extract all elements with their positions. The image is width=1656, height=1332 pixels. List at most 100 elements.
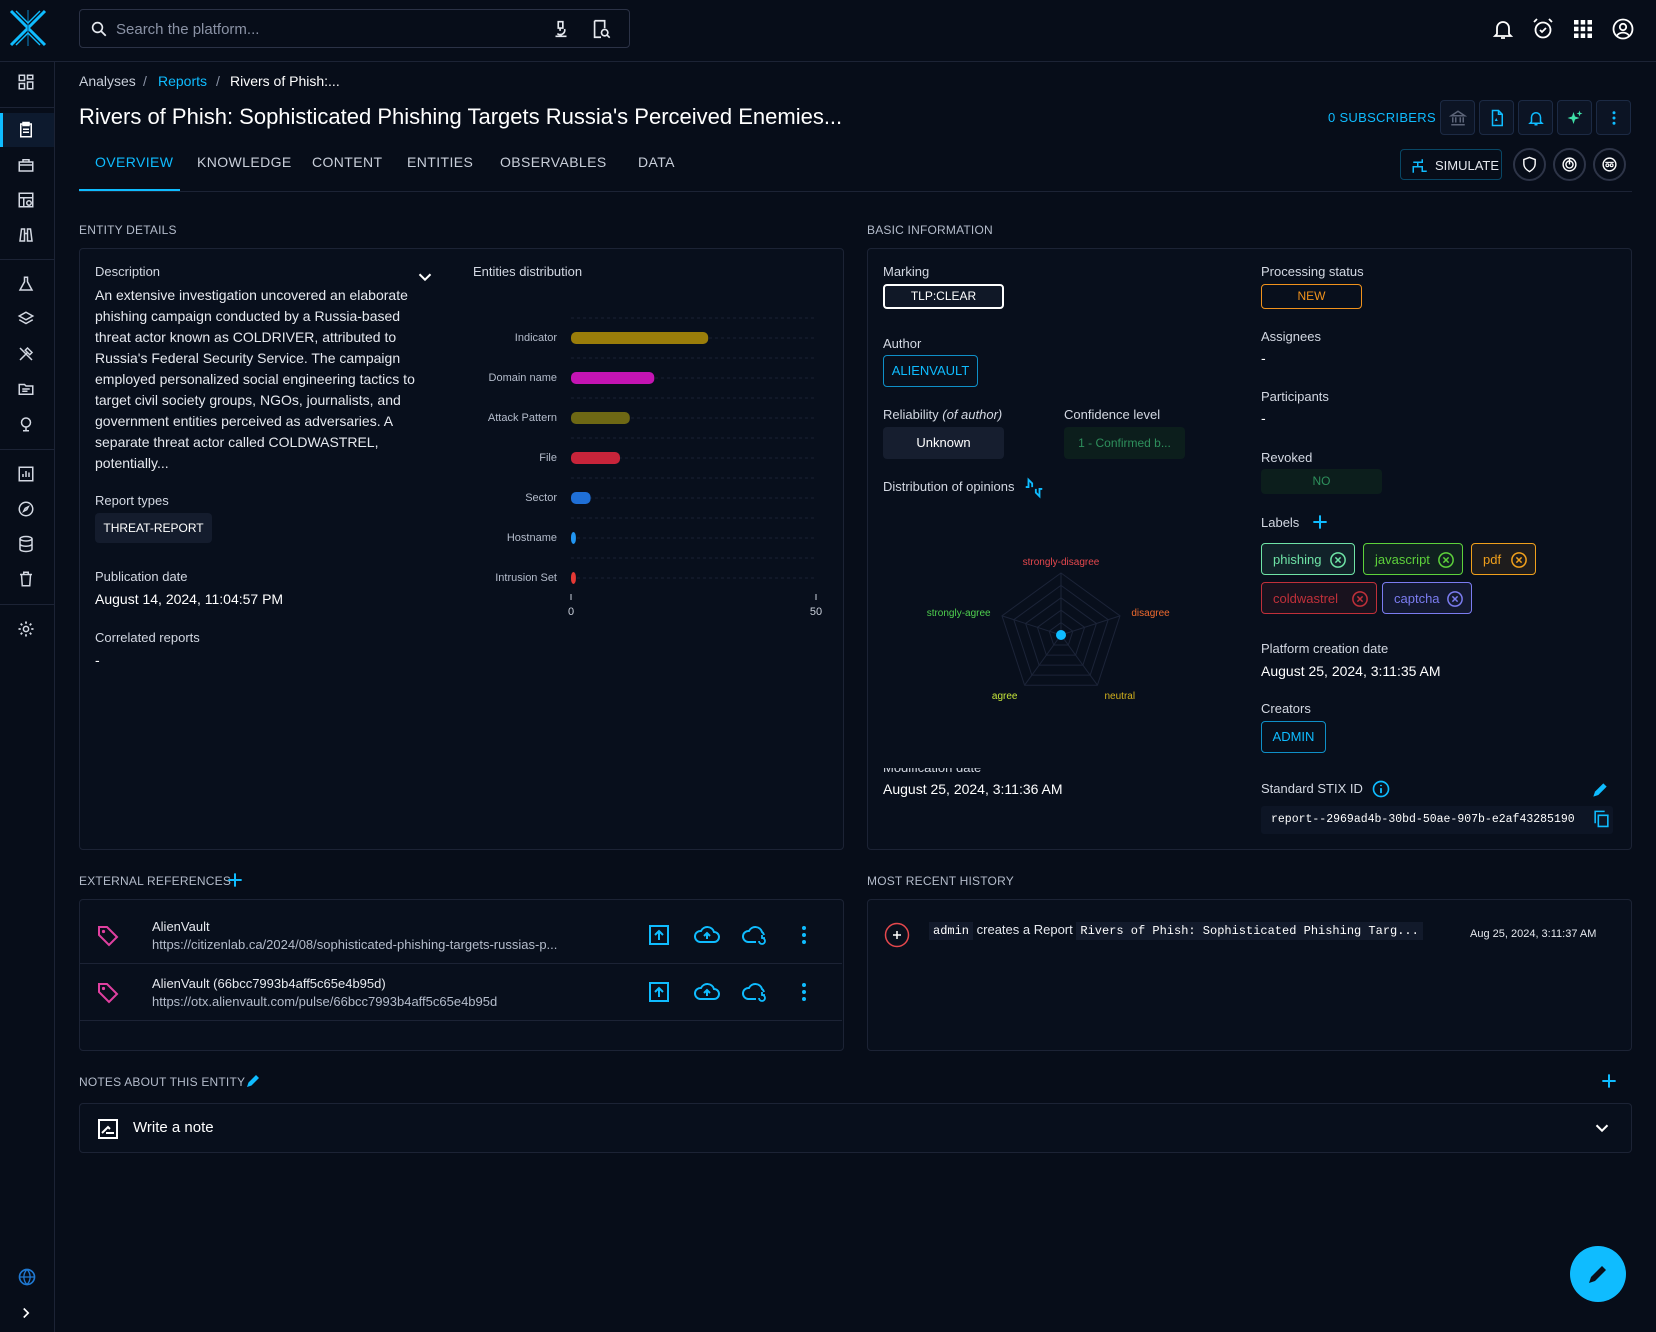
bar-intrusion-set[interactable] — [571, 572, 576, 584]
ai-assistant-button[interactable] — [1557, 100, 1592, 135]
sidebar-item-dashboards[interactable] — [0, 457, 54, 491]
sidebar-item-analyses[interactable] — [0, 113, 54, 147]
thumbs-up-down-icon[interactable] — [1023, 477, 1045, 499]
radar-axis-label: neutral — [1104, 691, 1135, 702]
radar-axis-label: agree — [992, 691, 1018, 702]
reference-row[interactable]: AlienVault https://citizenlab.ca/2024/08… — [80, 908, 842, 964]
notes-heading: NOTES ABOUT THIS ENTITY — [79, 1075, 246, 1089]
open-external-icon[interactable] — [647, 923, 671, 947]
sidebar-item-platform-globe[interactable] — [0, 1259, 54, 1293]
account-icon[interactable] — [1611, 17, 1635, 41]
label-chip-pdf[interactable]: pdf — [1471, 543, 1536, 575]
app-logo-icon[interactable] — [8, 8, 48, 48]
more-actions-button[interactable] — [1596, 100, 1631, 135]
reliability-chip: Unknown — [883, 427, 1004, 459]
tab-content[interactable]: CONTENT — [312, 154, 383, 170]
cloud-sync-icon[interactable] — [742, 923, 768, 947]
label-chip-javascript[interactable]: javascript — [1363, 543, 1463, 575]
label-chip-phishing[interactable]: phishing — [1261, 543, 1355, 575]
apps-grid-icon[interactable] — [1571, 17, 1595, 41]
alarm-icon[interactable] — [1531, 17, 1555, 41]
more-vertical-icon[interactable] — [792, 980, 816, 1004]
sidebar-item-entities[interactable] — [0, 372, 54, 406]
add-label-icon[interactable] — [1310, 512, 1330, 532]
remove-label-icon[interactable] — [1510, 551, 1528, 569]
breadcrumb-analyses[interactable]: Analyses — [79, 73, 136, 89]
chevron-down-icon[interactable] — [1591, 1117, 1613, 1139]
attribution-button[interactable] — [1593, 148, 1626, 181]
security-coverage-button[interactable] — [1513, 148, 1546, 181]
remove-label-icon[interactable] — [1437, 551, 1455, 569]
tab-knowledge[interactable]: KNOWLEDGE — [197, 154, 292, 170]
sidebar-item-arsenal[interactable] — [0, 302, 54, 336]
edit-notes-icon[interactable] — [244, 1072, 262, 1090]
remove-label-icon[interactable] — [1329, 551, 1347, 569]
manage-access-button[interactable] — [1440, 100, 1475, 135]
bar-sector[interactable] — [571, 492, 591, 504]
sidebar-item-investigations[interactable] — [0, 492, 54, 526]
add-reference-icon[interactable] — [225, 870, 245, 890]
bar-file[interactable] — [571, 452, 620, 464]
label-chip-coldwastrel[interactable]: coldwastrel — [1261, 582, 1377, 614]
creator-chip[interactable]: ADMIN — [1261, 721, 1326, 753]
subscribers-link[interactable]: 0 SUBSCRIBERS — [1328, 110, 1436, 125]
edit-entity-fab[interactable] — [1570, 1246, 1626, 1302]
sidebar-item-observations[interactable] — [0, 218, 54, 252]
history-entity[interactable]: Rivers of Phish: Sophisticated Phishing … — [1076, 922, 1423, 940]
bar-domain-name[interactable] — [571, 372, 655, 384]
reference-row[interactable]: AlienVault (66bcc7993b4aff5c65e4b95d) ht… — [80, 965, 842, 1021]
cloud-upload-icon[interactable] — [694, 980, 720, 1004]
participants-label: Participants — [1261, 389, 1329, 404]
tab-data[interactable]: DATA — [638, 154, 675, 170]
simulate-button[interactable]: SIMULATE — [1400, 149, 1502, 180]
search-input[interactable] — [116, 18, 536, 40]
pencil-icon — [1589, 1266, 1606, 1283]
tab-entities[interactable]: ENTITIES — [407, 154, 474, 170]
search-document-icon[interactable] — [590, 18, 612, 40]
bar-hostname[interactable] — [571, 532, 576, 544]
breadcrumb-current: Rivers of Phish:... — [230, 73, 340, 89]
radar-ring — [1036, 609, 1086, 656]
sidebar-item-threats[interactable] — [0, 267, 54, 301]
sidebar-expand-button[interactable] — [0, 1296, 54, 1330]
tab-overview[interactable]: OVERVIEW — [95, 154, 174, 170]
tab-observables[interactable]: OBSERVABLES — [500, 154, 607, 170]
cloud-sync-icon[interactable] — [742, 980, 768, 1004]
sidebar-item-cases[interactable] — [0, 148, 54, 182]
subscribe-button[interactable] — [1518, 100, 1553, 135]
edit-stix-icon[interactable] — [1590, 780, 1610, 800]
category-label: Indicator — [515, 332, 558, 344]
reference-url[interactable]: https://citizenlab.ca/2024/08/sophistica… — [152, 937, 558, 952]
sidebar-item-events[interactable] — [0, 183, 54, 217]
export-pdf-button[interactable] — [1479, 100, 1514, 135]
cloud-upload-icon[interactable] — [694, 923, 720, 947]
notifications-icon[interactable] — [1491, 17, 1515, 41]
copy-icon[interactable] — [1592, 809, 1611, 828]
label-chip-captcha[interactable]: captcha — [1382, 582, 1472, 614]
reference-url[interactable]: https://otx.alienvault.com/pulse/66bcc79… — [152, 994, 498, 1009]
assignees-label: Assignees — [1261, 329, 1321, 344]
sidebar-item-data[interactable] — [0, 527, 54, 561]
remove-label-icon[interactable] — [1351, 590, 1369, 608]
bar-indicator[interactable] — [571, 332, 709, 344]
breadcrumb-reports[interactable]: Reports — [158, 73, 208, 89]
microscope-icon[interactable] — [550, 18, 572, 40]
remove-label-icon[interactable] — [1446, 590, 1464, 608]
sidebar-item-techniques[interactable] — [0, 337, 54, 371]
chevron-down-icon[interactable] — [414, 266, 436, 288]
write-note-panel[interactable]: Write a note — [79, 1103, 1632, 1153]
add-note-icon[interactable] — [1599, 1071, 1619, 1091]
category-label: Sector — [525, 492, 557, 504]
sidebar-item-trash[interactable] — [0, 562, 54, 596]
sidebar-item-settings[interactable] — [0, 612, 54, 646]
gear-icon — [18, 621, 34, 637]
author-chip[interactable]: ALIENVAULT — [883, 355, 978, 387]
chart-icon — [18, 466, 34, 482]
info-icon[interactable] — [1371, 779, 1391, 799]
sidebar-item-locations[interactable] — [0, 407, 54, 441]
bar-attack-pattern[interactable] — [571, 412, 630, 424]
detection-button[interactable] — [1553, 148, 1586, 181]
sidebar-item-dashboard[interactable] — [0, 65, 54, 99]
open-external-icon[interactable] — [647, 980, 671, 1004]
more-vertical-icon[interactable] — [792, 923, 816, 947]
